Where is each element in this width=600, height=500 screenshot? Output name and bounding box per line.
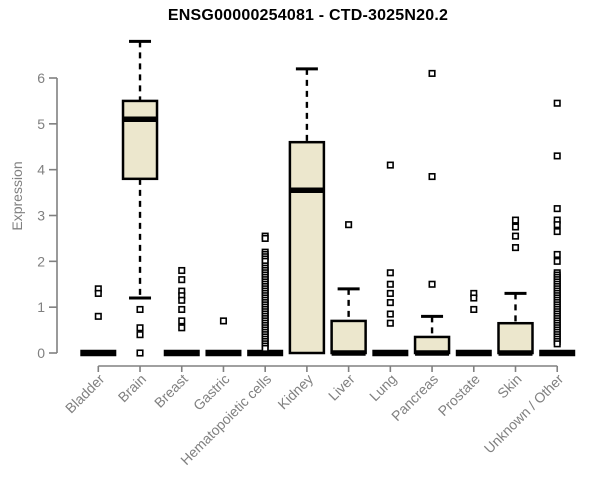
outlier-point: [178, 317, 186, 325]
outlier-point: [511, 223, 520, 231]
box-group-hematopoietic-cells: [247, 232, 284, 357]
x-tick-label-unknown-other: Unknown / Other: [481, 371, 567, 457]
outlier-point: [428, 69, 436, 77]
outlier-point: [178, 276, 186, 284]
x-tick-label-kidney: Kidney: [274, 371, 316, 413]
outlier-point: [178, 324, 186, 332]
outlier-point: [136, 305, 144, 314]
outlier-point: [178, 305, 186, 314]
outlier-point: [511, 232, 520, 240]
x-tick-label-liver: Liver: [325, 371, 358, 404]
outlier-point: [553, 205, 561, 213]
outlier-point: [511, 216, 520, 224]
y-tick-label: 1: [37, 299, 45, 315]
outlier-point: [386, 319, 394, 327]
box-iqr: [330, 319, 367, 355]
y-tick-label: 5: [37, 116, 45, 132]
outlier-point: [136, 349, 144, 357]
collapsed-box: [455, 349, 492, 357]
outlier-point: [470, 294, 478, 302]
outlier-point: [386, 269, 394, 277]
x-tick-label-brain: Brain: [115, 371, 149, 405]
box-group-unknown-other: [539, 99, 576, 357]
outlier-point: [470, 305, 478, 314]
outlier-point: [428, 172, 436, 181]
y-tick-label: 0: [37, 345, 45, 361]
box-group-bladder: [80, 285, 117, 357]
y-tick-label: 3: [37, 208, 45, 224]
outlier-point: [386, 280, 394, 288]
outlier-point: [94, 289, 102, 297]
outlier-point: [553, 221, 561, 229]
collapsed-box: [247, 349, 284, 357]
x-tick-label-bladder: Bladder: [62, 371, 108, 417]
box-iqr: [288, 140, 326, 355]
x-tick-label-prostate: Prostate: [435, 371, 483, 419]
y-axis: 0 1 2 3 4 5 6: [37, 70, 58, 361]
outlier-point: [553, 152, 561, 160]
x-tick-label-skin: Skin: [494, 371, 525, 402]
collapsed-box: [372, 349, 409, 357]
box-group-lung: [372, 161, 409, 357]
outlier-point: [94, 312, 102, 320]
y-tick-label: 4: [37, 162, 45, 178]
collapsed-box: [539, 349, 576, 357]
outlier-point: [386, 310, 394, 318]
outlier-point: [136, 331, 144, 339]
y-tick-label: 6: [37, 70, 45, 86]
box-group-liver: [330, 221, 367, 356]
outlier-point: [261, 344, 269, 352]
outlier-point: [178, 296, 186, 304]
outlier-point: [261, 234, 269, 242]
outlier-point: [553, 227, 561, 236]
outlier-point: [553, 250, 561, 259]
box-iqr: [497, 321, 534, 355]
outlier-point: [386, 289, 394, 297]
x-tick-label-lung: Lung: [366, 371, 399, 404]
box-group-brain: [121, 39, 159, 357]
collapsed-box: [163, 349, 200, 357]
box-group-skin: [497, 216, 534, 356]
outlier-point: [178, 266, 186, 275]
box-iqr: [121, 99, 159, 181]
x-tick-label-breast: Breast: [151, 371, 191, 411]
box-group-prostate: [455, 289, 492, 357]
chart-title: ENSG00000254081 - CTD-3025N20.2: [167, 7, 449, 24]
box-group-pancreas: [413, 69, 451, 356]
outlier-point: [386, 161, 394, 169]
outlier-point: [428, 280, 436, 288]
collapsed-box: [80, 349, 117, 357]
outlier-point: [345, 221, 353, 229]
outlier-point: [136, 324, 144, 332]
outlier-point: [219, 317, 228, 325]
y-tick-label: 2: [37, 253, 45, 269]
outlier-point: [553, 99, 561, 107]
box-group-kidney: [288, 67, 326, 355]
box-group-breast: [163, 266, 200, 357]
outlier-point: [553, 340, 561, 348]
outlier-point: [386, 299, 394, 307]
outlier-point: [553, 257, 561, 265]
box-group-gastric: [205, 317, 242, 357]
outlier-point: [511, 244, 520, 252]
collapsed-box: [205, 349, 242, 357]
